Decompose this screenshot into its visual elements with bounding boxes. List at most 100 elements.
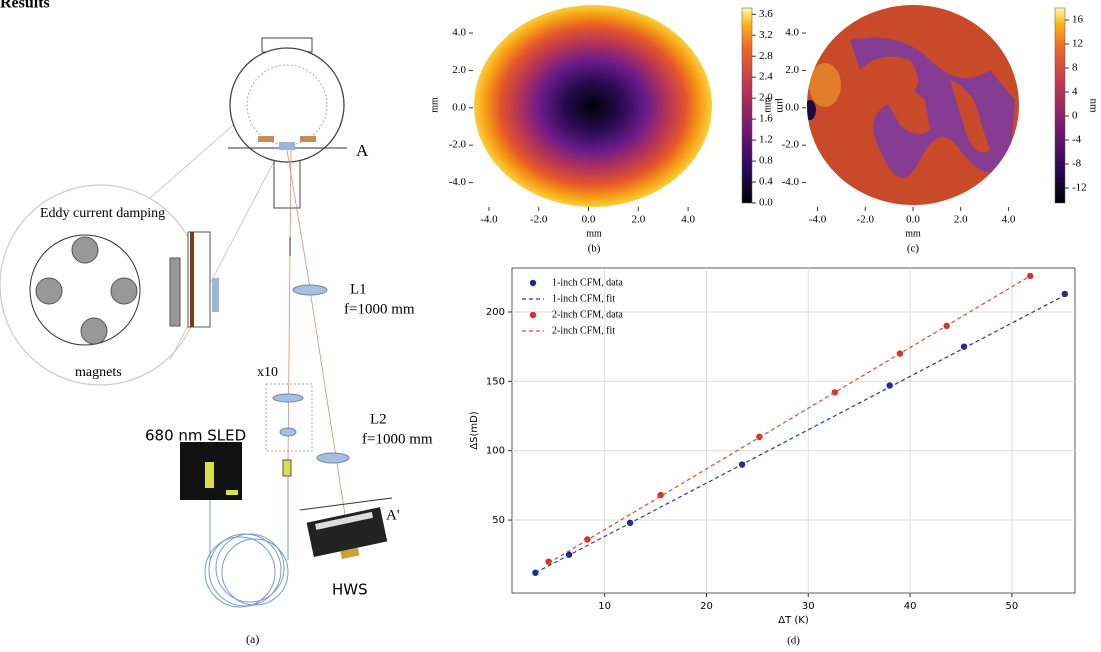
x-tick-label: -4.0 — [480, 214, 498, 226]
y-tick-label: 200 — [486, 307, 505, 318]
lens-focal: f=1000 mm — [362, 431, 433, 447]
data-point — [886, 382, 893, 389]
y-tick-label: 2.0 — [452, 64, 466, 76]
colorbar-tick-label: -8 — [1072, 158, 1082, 170]
mirror — [212, 278, 219, 312]
sled-part — [205, 462, 214, 488]
y-axis-label: mm — [429, 97, 440, 113]
fiber-coil — [204, 476, 289, 608]
plane-line — [299, 497, 393, 511]
y-tick-label: 4.0 — [785, 27, 799, 39]
telescope-box — [265, 383, 313, 452]
colorbar-tick-label: 4 — [1072, 86, 1078, 98]
plate — [169, 257, 181, 327]
plane-label: A' — [386, 507, 400, 523]
x-axis-label: ΔT (K) — [778, 615, 809, 626]
y-tick-label: 4.0 — [452, 27, 466, 39]
y-tick-label: 150 — [486, 376, 505, 387]
caption: (b) — [588, 243, 601, 255]
x-tick-label: 30 — [802, 601, 815, 612]
beam — [287, 149, 292, 461]
colorbar-tick-label: -12 — [1072, 182, 1087, 194]
plane-label: A — [356, 141, 369, 160]
data-point — [960, 343, 968, 350]
x-tick-label: 2.0 — [954, 214, 968, 226]
telescope-label: x10 — [257, 365, 278, 380]
sensor-label: HWS — [332, 581, 368, 599]
y-tick-label: 100 — [486, 446, 505, 457]
sample — [258, 136, 274, 142]
magnets-label: magnets — [75, 365, 122, 380]
caption: (c) — [907, 243, 920, 255]
lens — [292, 284, 328, 296]
fit-line — [535, 294, 1066, 574]
legend-label: 1-inch CFM, fit — [552, 293, 615, 304]
magnet — [35, 277, 63, 305]
y-tick-label: -4.0 — [449, 176, 467, 188]
lens-label: L1 — [350, 281, 367, 297]
x-tick-label: 20 — [700, 601, 713, 612]
colorbar — [1054, 7, 1066, 204]
colorbar-tick-label: 0.0 — [759, 197, 773, 209]
magnet — [71, 236, 99, 264]
lens — [279, 427, 297, 437]
x-tick-label: -4.0 — [809, 214, 827, 226]
colorbar-label: μm — [774, 98, 786, 113]
plot-frame — [511, 267, 1076, 594]
x-tick-label: -2.0 — [857, 214, 875, 226]
collimator — [282, 459, 292, 477]
colorbar-tick-label: 1.6 — [759, 113, 773, 125]
colorbar — [741, 7, 753, 204]
legend-label: 1-inch CFM, data — [552, 277, 623, 288]
colorbar-tick-label: 16 — [1072, 14, 1084, 26]
y-tick-label: -2.0 — [449, 139, 467, 151]
x-tick-label: 0.0 — [582, 214, 596, 226]
lens-label: L2 — [370, 411, 387, 427]
sample — [300, 136, 316, 142]
lens — [316, 452, 350, 464]
beam — [309, 289, 346, 516]
plate — [190, 232, 194, 327]
caption: (d) — [787, 635, 800, 647]
caption: (a) — [246, 632, 259, 646]
magnet — [110, 277, 138, 305]
colorbar-tick-label: -4 — [1072, 134, 1082, 146]
chamber-neck — [273, 157, 301, 209]
mirror — [279, 142, 295, 150]
inner-chamber — [246, 64, 328, 146]
colorbar-tick-label: 0 — [1072, 110, 1078, 122]
x-tick-label: 2.0 — [631, 214, 645, 226]
x-tick-label: 4.0 — [681, 214, 695, 226]
y-tick-label: -4.0 — [782, 176, 800, 188]
colorbar-tick-label: 3.2 — [759, 29, 773, 41]
colorbar-label: nm — [1087, 98, 1099, 113]
x-tick-label: -2.0 — [530, 214, 548, 226]
x-tick-label: 40 — [904, 601, 917, 612]
colorbar-tick-label: 0.4 — [759, 176, 773, 188]
y-tick-label: 0.0 — [452, 101, 466, 113]
x-tick-label: 10 — [598, 601, 611, 612]
y-axis-label: ΔS(mD) — [469, 411, 480, 450]
x-axis-label: mm — [905, 228, 921, 239]
colorbar-tick-label: 1.2 — [759, 134, 773, 146]
setup-diagram: Results A Eddy current damping magnets L… — [0, 0, 433, 646]
heatmap-image — [807, 5, 1019, 205]
wavefront-sensor — [306, 507, 388, 560]
y-axis-label: mm — [762, 97, 773, 113]
magnet — [80, 317, 108, 345]
x-tick-label: 50 — [1006, 601, 1019, 612]
colorbar-tick-label: 3.6 — [759, 8, 773, 20]
data-point — [831, 389, 838, 396]
legend-label: 2-inch CFM, data — [552, 309, 623, 320]
x-axis-label: mm — [586, 228, 602, 239]
y-tick-label: 0.0 — [785, 101, 799, 113]
zoom-line — [169, 149, 281, 361]
colorbar-tick-label: 2.4 — [759, 71, 773, 83]
source-label: 680 nm SLED — [145, 427, 246, 445]
damping-label: Eddy current damping — [40, 206, 165, 221]
y-tick-label: -2.0 — [782, 139, 800, 151]
lens — [272, 393, 304, 403]
heatmap-image — [474, 5, 712, 207]
